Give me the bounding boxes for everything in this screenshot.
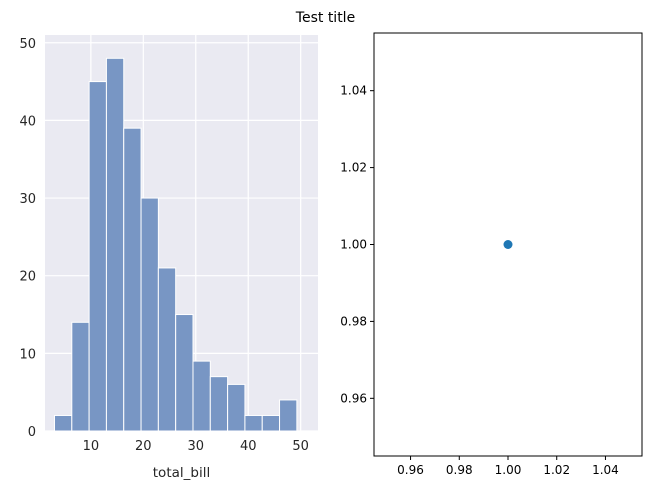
histogram-x-tick-label: 40 (240, 439, 257, 454)
scatter-axes-frame (373, 32, 643, 457)
histogram-y-tick-label: 0 (28, 425, 36, 440)
histogram-bar (53, 414, 73, 432)
histogram-bar (157, 267, 177, 432)
histogram-y-tick-label: 50 (19, 37, 36, 52)
histogram-y-tick-label: 20 (19, 270, 36, 285)
histogram-bar (244, 414, 263, 432)
histogram-bar (71, 321, 90, 432)
scatter-x-tick-label: 1.04 (592, 463, 619, 477)
scatter-y-tick-label: 0.98 (340, 314, 367, 328)
scatter-y-tick-label: 0.96 (340, 391, 367, 405)
scatter-y-tick-label: 1.04 (340, 84, 367, 98)
figure-suptitle: Test title (295, 10, 355, 26)
histogram-bar (279, 399, 298, 432)
scatter-y-tick-label: 1.02 (340, 161, 367, 175)
histogram-x-axis-label: total_bill (153, 465, 210, 481)
scatter-x-tick-label: 0.96 (397, 463, 424, 477)
histogram-x-tick-label: 50 (292, 439, 309, 454)
scatter-x-tick-label: 1.02 (543, 463, 570, 477)
histogram-x-tick-label: 30 (187, 439, 204, 454)
histogram-chart: 10 20 30 40 50 0 10 20 30 40 50 total_bill (19, 35, 318, 481)
histogram-bar (192, 360, 211, 432)
histogram-bar (88, 81, 107, 432)
histogram-bar (209, 376, 229, 432)
histogram-bar (227, 383, 246, 432)
histogram-bar (261, 414, 281, 432)
scatter-chart: 0.96 0.98 1.00 1.02 1.04 0.96 0.98 1.00 1.02 1.04 (340, 32, 643, 477)
scatter-x-tick-label: 1.00 (495, 463, 522, 477)
histogram-x-tick-label: 20 (135, 439, 152, 454)
histogram-y-tick-label: 30 (19, 192, 36, 207)
histogram-bar (175, 314, 194, 432)
histogram-bar (140, 197, 159, 432)
scatter-x-tick-label: 0.98 (446, 463, 473, 477)
scatter-y-tick-label: 1.00 (340, 238, 367, 252)
scatter-point (503, 240, 513, 249)
histogram-y-tick-label: 10 (19, 347, 36, 362)
histogram-x-tick-label: 10 (83, 439, 100, 454)
histogram-bar (105, 57, 125, 432)
histogram-y-tick-label: 40 (19, 114, 36, 129)
histogram-bar (123, 127, 142, 432)
